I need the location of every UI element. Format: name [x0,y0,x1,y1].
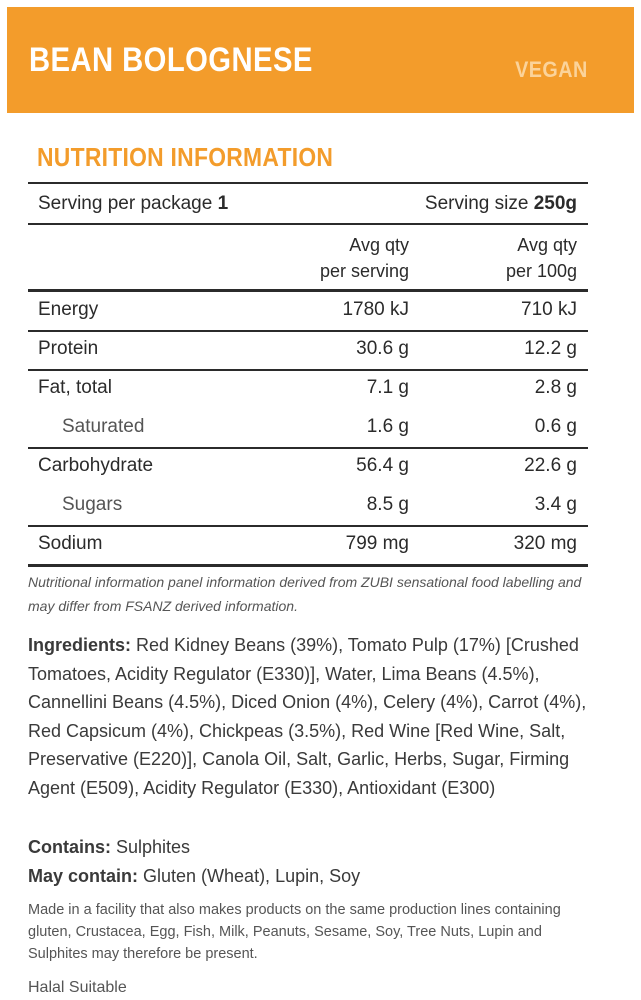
contains-statement: Contains: Sulphites [28,837,191,857]
row-sodium-label: Sodium [38,533,103,554]
halal-statement: Halal Suitable [28,979,127,996]
row-saturated-serving: 1.6 g [366,416,409,437]
serving-per-package: Serving per package 1 [38,193,229,214]
serving-rule [28,223,588,225]
product-header: BEAN BOLOGNESE VEGAN [7,7,634,113]
row-protein-100g: 12.2 g [524,338,577,359]
vegan-badge: VEGAN [515,57,588,82]
ingredients-label: Ingredients: [28,635,132,655]
row-rule [28,369,588,371]
row-rule [28,330,588,332]
row-rule [28,447,588,449]
row-energy-serving: 1780 kJ [342,299,409,320]
row-saturated-label: Saturated [62,416,145,437]
nutrition-note: Nutritional information panel informatio… [28,574,582,614]
row-carbohydrate-label: Carbohydrate [38,455,154,476]
header-rule [28,289,588,292]
ingredients-list: Ingredients: Red Kidney Beans (39%), Tom… [28,631,593,802]
row-fat-100g: 2.8 g [534,377,577,398]
row-carbohydrate-100g: 22.6 g [524,455,577,476]
row-sodium-100g: 320 mg [513,533,577,554]
row-saturated-100g: 0.6 g [534,416,577,437]
row-rule [28,525,588,527]
row-sugars-100g: 3.4 g [534,494,577,515]
table-top-rule [28,182,588,184]
serving-size: Serving size 250g [424,193,577,214]
row-protein-label: Protein [38,338,99,359]
nutrition-heading: NUTRITION INFORMATION [37,142,334,172]
row-sugars-label: Sugars [62,494,123,515]
row-fat-label: Fat, total [38,377,112,398]
row-carbohydrate-serving: 56.4 g [356,455,409,476]
row-sugars-serving: 8.5 g [366,494,409,515]
row-protein-serving: 30.6 g [356,338,409,359]
ingredients-text: Red Kidney Beans (39%), Tomato Pulp (17%… [28,635,587,798]
product-title: BEAN BOLOGNESE [29,41,313,79]
col-per-serving-header: Avg qty per serving [319,235,409,281]
col-per-100g-header: Avg qty per 100g [505,235,577,281]
facility-statement: Made in a facility that also makes produ… [28,902,561,962]
row-fat-serving: 7.1 g [366,377,409,398]
table-bottom-rule [28,564,588,567]
row-energy-label: Energy [38,299,99,320]
row-sodium-serving: 799 mg [345,533,409,554]
row-energy-100g: 710 kJ [521,299,577,320]
may-contain-statement: May contain: Gluten (Wheat), Lupin, Soy [28,866,361,886]
